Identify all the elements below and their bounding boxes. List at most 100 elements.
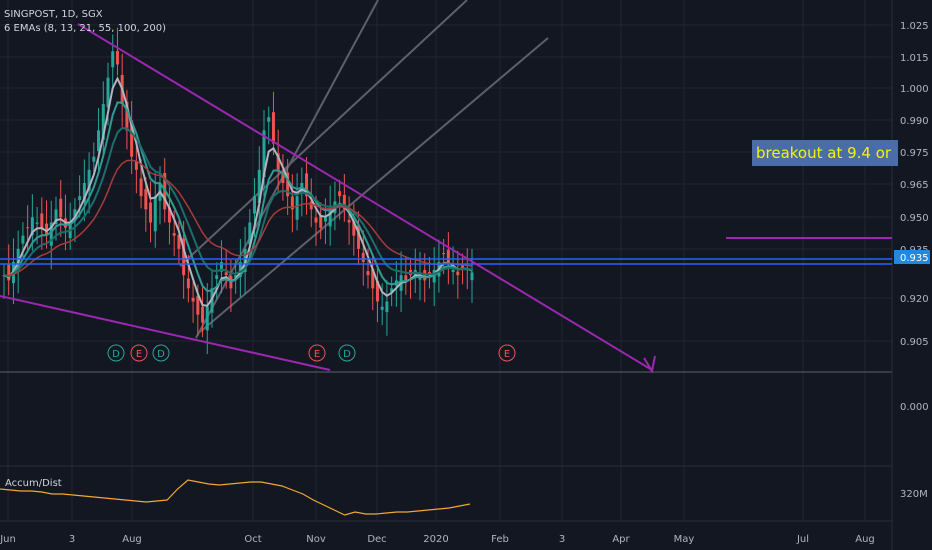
candle-body [413, 269, 417, 278]
accum-dist-line [0, 479, 471, 516]
candle-body [267, 117, 271, 122]
time-tick-label: Jul [796, 534, 809, 545]
candle-body [87, 169, 91, 191]
candle-body [7, 264, 11, 281]
candle-body [153, 196, 157, 232]
candle-body [290, 196, 294, 210]
candle-body [78, 196, 82, 201]
ema-line [3, 101, 473, 293]
time-tick-label: Oct [244, 534, 261, 545]
candle-body [45, 223, 49, 236]
annotation-note[interactable]: breakout at 9.4 or [752, 140, 898, 166]
upper-trendline [77, 23, 653, 371]
candle-body [352, 221, 356, 236]
price-tick-label: 0.905 [900, 337, 929, 348]
accum-dist-path [0, 479, 471, 516]
candle-body [380, 306, 384, 310]
event-marker-label: E [136, 349, 142, 360]
time-tick-label: Apr [612, 534, 630, 545]
channel-line [179, 0, 468, 267]
candle-body [73, 209, 77, 219]
current-price-label: 0.935 [900, 253, 929, 264]
candle-body [21, 235, 25, 244]
candle-body [404, 275, 408, 281]
candle-body [35, 222, 39, 224]
price-tick-label: 1.000 [900, 84, 929, 95]
price-tick-label: 0.965 [900, 180, 929, 191]
candle-body [366, 271, 370, 276]
candle-body [106, 77, 110, 108]
candle-body [257, 169, 261, 203]
candle-body [248, 222, 252, 245]
candle-body [224, 272, 228, 276]
time-tick-label: 3 [559, 534, 565, 545]
event-marker-label: E [314, 349, 320, 360]
time-tick-label: Aug [122, 534, 142, 545]
candle-body [191, 297, 195, 302]
trendlines [0, 23, 892, 374]
candle-body [125, 101, 129, 131]
price-axis: 1.025 1.015 1.000 0.990 0.975 0.965 0.950 0.935… [894, 21, 930, 500]
candle-body [456, 271, 460, 276]
time-tick-label: Aug [855, 534, 875, 545]
event-marker-circle [308, 344, 326, 362]
candle-body [177, 234, 181, 249]
candle-body [451, 269, 455, 273]
candle-body [338, 191, 342, 197]
lower-trendline [0, 295, 331, 371]
event-marker-label: D [343, 349, 351, 360]
candle-body [54, 209, 58, 225]
candle-body [219, 262, 223, 272]
candle-body [215, 275, 219, 279]
candle-body [295, 196, 299, 220]
event-marker-circle [498, 344, 516, 362]
candle-body [357, 225, 361, 249]
candle-body [182, 238, 186, 276]
candle-body [49, 222, 53, 246]
candle-body [305, 173, 309, 197]
price-tick-label: 0.975 [900, 148, 929, 159]
indicator-legend: 6 EMAs (8, 13, 21, 55, 100, 200) [4, 23, 167, 34]
candle-body [172, 233, 176, 236]
price-tick-label: 0.990 [900, 116, 929, 127]
candle-body [115, 50, 119, 65]
candle-body [323, 217, 327, 222]
event-marker-label: D [157, 349, 165, 360]
candle-body [371, 268, 375, 289]
candle-body [309, 201, 313, 210]
ema-line [3, 126, 473, 278]
candle-body [82, 183, 86, 203]
candle-body [390, 288, 394, 292]
trendline-arrowhead [643, 355, 656, 374]
event-marker-circle [130, 344, 148, 362]
candle-body [149, 202, 153, 223]
candle-body [92, 156, 96, 162]
price-tick-label: 1.015 [900, 53, 929, 64]
candle-body [271, 112, 275, 144]
price-tick-label: 0.920 [900, 294, 929, 305]
candle-body [286, 172, 290, 197]
channel-line [199, 37, 549, 333]
candle-body [262, 130, 266, 177]
candle-body [319, 214, 323, 228]
time-axis: Jun 3 Aug Oct Nov Dec 2020 Feb 3 Apr May Jul Aug [0, 534, 875, 545]
candle-body [234, 275, 238, 278]
indicator-tick-label: 0.000 [900, 402, 929, 413]
event-marker-circle [152, 344, 170, 362]
time-tick-label: May [674, 534, 695, 545]
candle-body [186, 278, 190, 289]
candle-body [30, 217, 34, 236]
chart-header: SINGPOST, 1D, SGX 6 EMAs (8, 13, 21, 55,… [4, 8, 166, 36]
candle-body [281, 172, 285, 183]
candle-body [446, 249, 450, 262]
chart-grid [0, 0, 893, 550]
candle-body [470, 272, 474, 281]
event-marker-label: E [504, 349, 510, 360]
channel-line [195, 0, 379, 339]
candle-body [130, 120, 134, 157]
candle-body [442, 253, 446, 255]
ema-lines [3, 76, 473, 307]
ema-line [3, 159, 473, 277]
